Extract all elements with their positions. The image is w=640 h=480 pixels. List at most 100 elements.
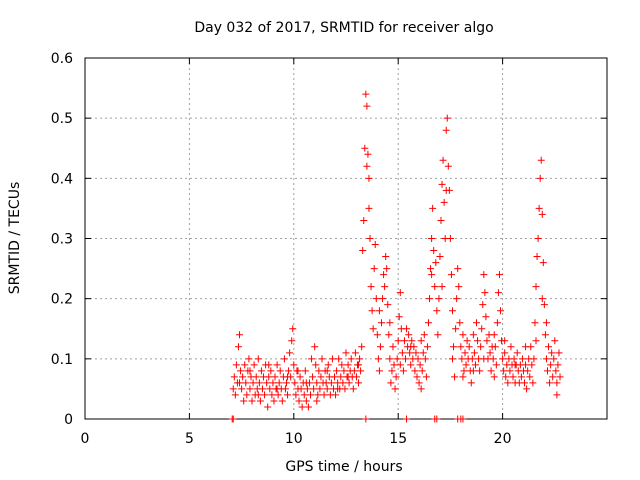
data-point bbox=[284, 373, 292, 381]
data-point bbox=[254, 391, 262, 399]
data-point bbox=[553, 379, 561, 387]
data-point bbox=[554, 361, 562, 369]
data-point bbox=[400, 337, 408, 345]
data-point bbox=[240, 397, 248, 405]
data-point bbox=[482, 313, 490, 321]
data-point bbox=[376, 343, 384, 351]
data-point bbox=[539, 259, 547, 267]
data-point bbox=[230, 373, 238, 381]
data-point bbox=[289, 325, 297, 333]
data-point bbox=[431, 283, 439, 291]
data-point bbox=[248, 397, 256, 405]
x-axis-label: GPS time / hours bbox=[285, 459, 402, 475]
data-point bbox=[345, 379, 353, 387]
data-point bbox=[454, 265, 462, 273]
data-point bbox=[238, 385, 246, 393]
data-point bbox=[480, 355, 488, 363]
data-point bbox=[501, 337, 509, 345]
data-point bbox=[292, 391, 300, 399]
data-point bbox=[300, 391, 308, 399]
data-point bbox=[483, 337, 491, 345]
data-point bbox=[543, 367, 551, 375]
data-point bbox=[473, 319, 480, 327]
y-axis-label: SRMTID / TECUs bbox=[7, 182, 23, 295]
data-point bbox=[489, 355, 497, 363]
data-point bbox=[556, 373, 564, 381]
data-point bbox=[338, 361, 346, 369]
data-point bbox=[236, 331, 244, 339]
data-point bbox=[507, 343, 515, 351]
data-point bbox=[396, 289, 404, 297]
data-point bbox=[331, 373, 339, 381]
data-point bbox=[414, 355, 422, 363]
data-point bbox=[502, 373, 510, 381]
data-point bbox=[458, 355, 466, 363]
data-point bbox=[288, 337, 296, 345]
data-point bbox=[524, 367, 532, 375]
data-point bbox=[307, 391, 315, 399]
data-point bbox=[434, 331, 442, 339]
data-point bbox=[308, 355, 316, 363]
data-point bbox=[500, 367, 508, 375]
data-point bbox=[384, 301, 392, 309]
data-point bbox=[302, 397, 310, 405]
data-point bbox=[386, 355, 394, 363]
data-point bbox=[349, 385, 357, 393]
data-point bbox=[284, 391, 292, 399]
data-point bbox=[324, 361, 332, 369]
data-point bbox=[327, 379, 335, 387]
data-point bbox=[229, 385, 237, 393]
data-point bbox=[365, 204, 373, 212]
data-point bbox=[314, 391, 322, 399]
data-point bbox=[393, 355, 401, 363]
data-point bbox=[549, 373, 557, 381]
data-point bbox=[553, 391, 561, 399]
data-point bbox=[522, 361, 530, 369]
data-point bbox=[372, 295, 380, 303]
data-point bbox=[371, 241, 379, 249]
data-point bbox=[234, 343, 242, 351]
data-point bbox=[357, 367, 365, 375]
data-point bbox=[490, 373, 498, 381]
data-point bbox=[361, 144, 369, 152]
data-point bbox=[245, 355, 253, 363]
data-point bbox=[438, 283, 446, 291]
data-point bbox=[352, 373, 360, 381]
data-point bbox=[246, 385, 254, 393]
data-point bbox=[540, 301, 548, 309]
data-point bbox=[546, 379, 554, 387]
data-point bbox=[297, 385, 305, 393]
data-point bbox=[415, 379, 423, 387]
data-point bbox=[385, 331, 393, 339]
data-point bbox=[442, 126, 450, 134]
data-point bbox=[318, 355, 326, 363]
data-point bbox=[281, 385, 289, 393]
data-point bbox=[229, 415, 237, 423]
data-point bbox=[402, 355, 410, 363]
data-point bbox=[443, 114, 451, 122]
data-point bbox=[459, 415, 467, 423]
data-point bbox=[313, 397, 321, 405]
data-point bbox=[394, 337, 402, 345]
data-point bbox=[333, 367, 341, 375]
axis-ticks: 0 5 10 15 20 0 0.1 0.2 0.3 0.4 0.5 0.6 bbox=[51, 51, 607, 447]
data-points bbox=[228, 90, 564, 423]
data-point bbox=[470, 349, 478, 357]
data-point bbox=[375, 307, 383, 315]
data-point bbox=[242, 379, 250, 387]
data-point bbox=[538, 210, 546, 218]
data-point bbox=[399, 367, 407, 375]
data-point bbox=[285, 367, 293, 375]
data-point bbox=[332, 391, 340, 399]
data-point bbox=[290, 361, 298, 369]
data-point bbox=[236, 379, 244, 387]
data-point bbox=[478, 325, 486, 333]
x-tick-label: 0 bbox=[81, 431, 90, 447]
data-point bbox=[538, 295, 546, 303]
data-point bbox=[237, 367, 245, 375]
data-point bbox=[243, 391, 251, 399]
data-point bbox=[355, 379, 363, 387]
data-point bbox=[316, 385, 324, 393]
data-point bbox=[476, 367, 484, 375]
data-point bbox=[274, 391, 282, 399]
